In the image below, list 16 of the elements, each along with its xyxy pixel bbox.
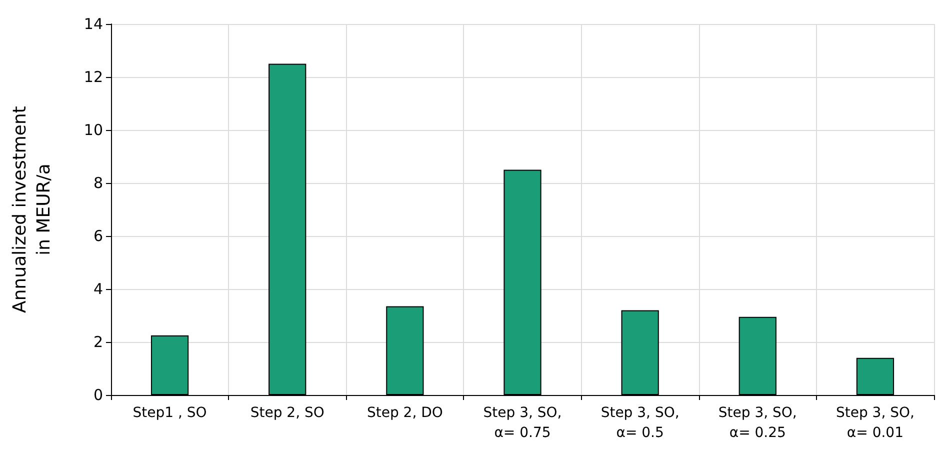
x-tick-label: Step1 , SO bbox=[132, 405, 207, 421]
y-tick-label: 6 bbox=[93, 227, 103, 245]
y-tick-label: 12 bbox=[84, 68, 103, 86]
y-axis-title: Annualized investment in MEUR/a bbox=[10, 106, 54, 313]
y-tick-label: 10 bbox=[84, 121, 103, 139]
x-tick-label: Step 3, SO, α= 0.25 bbox=[718, 405, 797, 441]
x-tick-label: Step 3, SO, α= 0.01 bbox=[836, 405, 914, 441]
y-tick-label: 2 bbox=[93, 333, 103, 351]
y-tick-label: 8 bbox=[93, 174, 103, 192]
y-tick-label: 14 bbox=[84, 15, 103, 33]
x-tick-label: Step 3, SO, α= 0.75 bbox=[483, 405, 562, 441]
y-tick-label: 0 bbox=[93, 386, 103, 404]
x-tick-label: Step 2, SO bbox=[250, 405, 324, 421]
x-tick-label: Step 3, SO, α= 0.5 bbox=[600, 405, 680, 441]
y-tick-label: 4 bbox=[93, 280, 103, 298]
x-tick-label: Step 2, DO bbox=[366, 405, 443, 421]
